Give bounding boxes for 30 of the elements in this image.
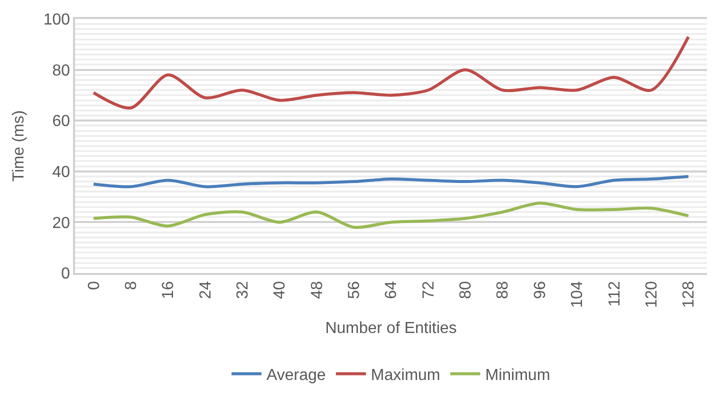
x-tick-label: 24 — [197, 281, 214, 299]
x-tick-label: 56 — [346, 281, 364, 299]
x-tick-label: 88 — [494, 281, 512, 299]
x-tick-label: 120 — [643, 281, 660, 308]
x-tick-label: 48 — [308, 281, 326, 299]
x-tick-label: 104 — [569, 281, 586, 308]
y-tick-label: 60 — [52, 113, 70, 130]
legend-label: Average — [266, 366, 326, 384]
line-series — [92, 174, 690, 188]
x-tick-label: 64 — [383, 281, 400, 299]
y-tick-label: 80 — [52, 62, 70, 80]
x-tick-label: 32 — [234, 281, 252, 299]
legend-label: Minimum — [485, 366, 550, 384]
x-tick-label: 128 — [680, 281, 698, 308]
x-tick-label: 96 — [532, 281, 549, 299]
y-axis-title: Time (ms) — [10, 110, 28, 182]
y-tick-label: 100 — [43, 12, 70, 29]
x-tick-label: 0 — [86, 281, 103, 290]
x-axis-title: Number of Entities — [325, 320, 457, 338]
y-tick-label: 20 — [52, 214, 70, 232]
x-tick-label: 16 — [160, 281, 178, 299]
x-tick-label: 40 — [272, 281, 289, 299]
x-tick-label: 80 — [458, 281, 475, 299]
y-tick-label: 40 — [52, 164, 70, 181]
x-tick-label: 8 — [122, 281, 140, 290]
legend-label: Maximum — [370, 366, 440, 384]
x-tick-label: 112 — [606, 281, 624, 307]
line-series — [92, 35, 690, 110]
x-tick-label: 72 — [420, 281, 438, 299]
line-series — [92, 202, 690, 229]
